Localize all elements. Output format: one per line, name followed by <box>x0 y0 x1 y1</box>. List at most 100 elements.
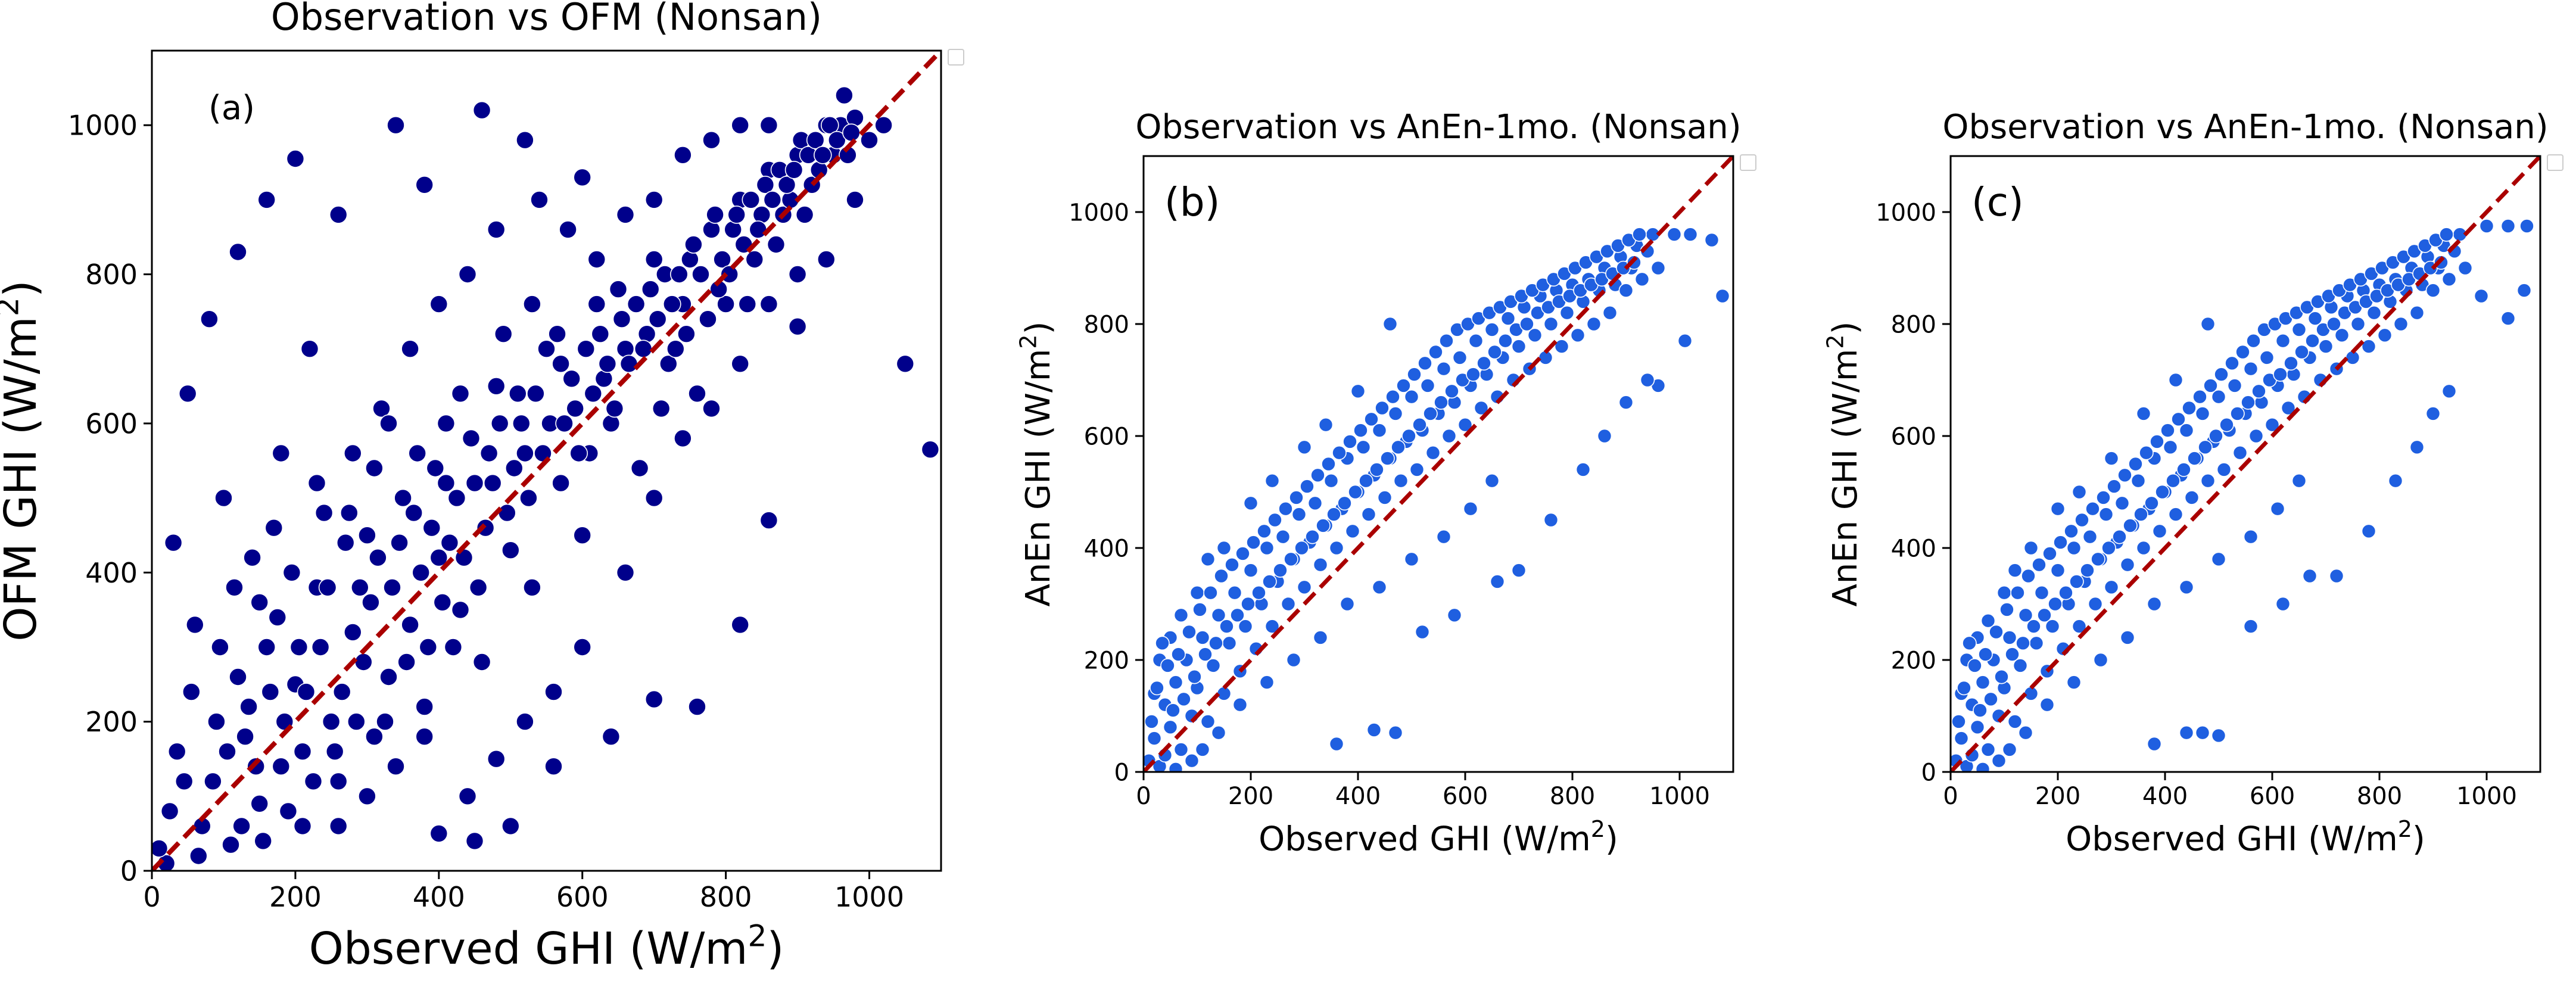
scatter-point <box>422 518 441 537</box>
scatter-point <box>322 712 341 731</box>
scatter-point <box>1543 512 1559 528</box>
scatter-point <box>444 638 463 656</box>
scatter-point <box>1704 232 1720 248</box>
scatter-point <box>1189 585 1205 600</box>
scatter-point <box>415 727 434 746</box>
scatter-point <box>1329 736 1344 752</box>
scatter-point <box>1257 524 1272 539</box>
scatter-point <box>476 518 495 537</box>
y-tick-label: 400 <box>85 557 138 589</box>
scatter-point <box>2136 540 2151 556</box>
scatter-point <box>358 526 376 545</box>
scatter-point <box>1350 384 1366 399</box>
scatter-point <box>164 533 183 552</box>
scatter-point <box>2409 440 2425 455</box>
scatter-point <box>2053 535 2068 550</box>
scatter-point <box>415 175 434 194</box>
scatter-point <box>379 414 398 433</box>
scatter-point <box>516 444 534 463</box>
scatter-point <box>2152 524 2167 539</box>
scatter-point <box>2112 529 2127 544</box>
scatter-point <box>297 683 316 701</box>
axes-frame <box>151 49 942 872</box>
scatter-point <box>2034 585 2049 600</box>
scatter-point <box>318 578 337 597</box>
scatter-point <box>2377 328 2393 343</box>
scatter-point <box>2104 580 2119 595</box>
scatter-point <box>555 414 574 433</box>
scatter-point <box>354 653 373 671</box>
scatter-point <box>1160 658 1175 673</box>
y-tick-label: 800 <box>1891 311 1936 338</box>
scatter-point <box>731 615 749 634</box>
scatter-point <box>777 175 796 194</box>
scatter-point <box>1602 305 1618 320</box>
scatter-point <box>2227 378 2242 393</box>
scatter-point <box>644 690 664 709</box>
scatter-point <box>362 593 380 612</box>
scatter-point <box>1356 440 1371 455</box>
scatter-point <box>1511 563 1527 578</box>
scatter-point <box>1975 762 1991 772</box>
scatter-point <box>232 817 251 836</box>
scatter-point <box>268 608 287 627</box>
scatter-point <box>2136 406 2151 421</box>
scatter-point <box>1380 451 1395 466</box>
scatter-point <box>1978 647 1993 662</box>
x-tick-label: 0 <box>1943 783 1958 810</box>
scatter-point <box>2219 417 2234 432</box>
scatter-point <box>652 399 671 418</box>
x-tick-label: 600 <box>1443 783 1488 810</box>
y-tick-label: 400 <box>1084 535 1129 562</box>
scatter-point <box>2120 630 2135 645</box>
scatter-point <box>677 325 696 344</box>
scatter-point <box>311 638 330 656</box>
scatter-point <box>2195 725 2210 740</box>
scatter-point <box>404 503 423 522</box>
scatter-point <box>2080 563 2095 578</box>
scatter-point <box>1206 658 1221 673</box>
scatter-point <box>602 727 621 746</box>
scatter-point <box>1225 557 1239 572</box>
scatter-point <box>229 668 247 686</box>
scatter-point <box>1216 686 1232 701</box>
scatter-point <box>2096 490 2111 505</box>
scatter-point <box>1318 417 1334 432</box>
scatter-point <box>300 340 319 359</box>
scatter-point <box>279 802 298 821</box>
x-tick-label: 200 <box>1228 783 1273 810</box>
scatter-point <box>1996 585 2012 600</box>
scatter-point <box>634 340 653 359</box>
scatter-point <box>1168 675 1183 690</box>
scatter-point <box>1176 692 1191 707</box>
scatter-point <box>286 150 305 168</box>
scatter-point <box>376 712 394 731</box>
scatter-point <box>2120 557 2135 572</box>
scatter-point <box>440 533 459 552</box>
scatter-point <box>2107 479 2122 494</box>
scatter-point <box>2457 260 2473 276</box>
scatter-point <box>2166 473 2181 488</box>
scatter-point <box>282 563 301 582</box>
scatter-point <box>214 488 233 507</box>
scatter-point <box>1463 501 1478 516</box>
scatter-point <box>637 325 656 344</box>
x-tick-label: 1000 <box>2456 783 2517 810</box>
scatter-point <box>2305 333 2320 348</box>
y-tick-label: 0 <box>1921 759 1936 786</box>
scatter-point <box>562 369 581 388</box>
scatter-point <box>1291 507 1307 522</box>
y-tick-label: 800 <box>1084 311 1129 338</box>
scatter-point <box>379 668 398 686</box>
reference-line <box>1951 156 2540 772</box>
scatter-point <box>2163 440 2178 455</box>
scatter-point <box>1286 652 1301 668</box>
scatter-point <box>152 839 169 858</box>
scatter-point <box>401 340 419 359</box>
scatter-point <box>1715 288 1730 304</box>
scatter-point <box>387 757 405 776</box>
scatter-point <box>527 384 545 403</box>
scatter-point <box>200 310 219 329</box>
scatter-point <box>501 541 520 560</box>
scatter-point <box>573 526 592 545</box>
